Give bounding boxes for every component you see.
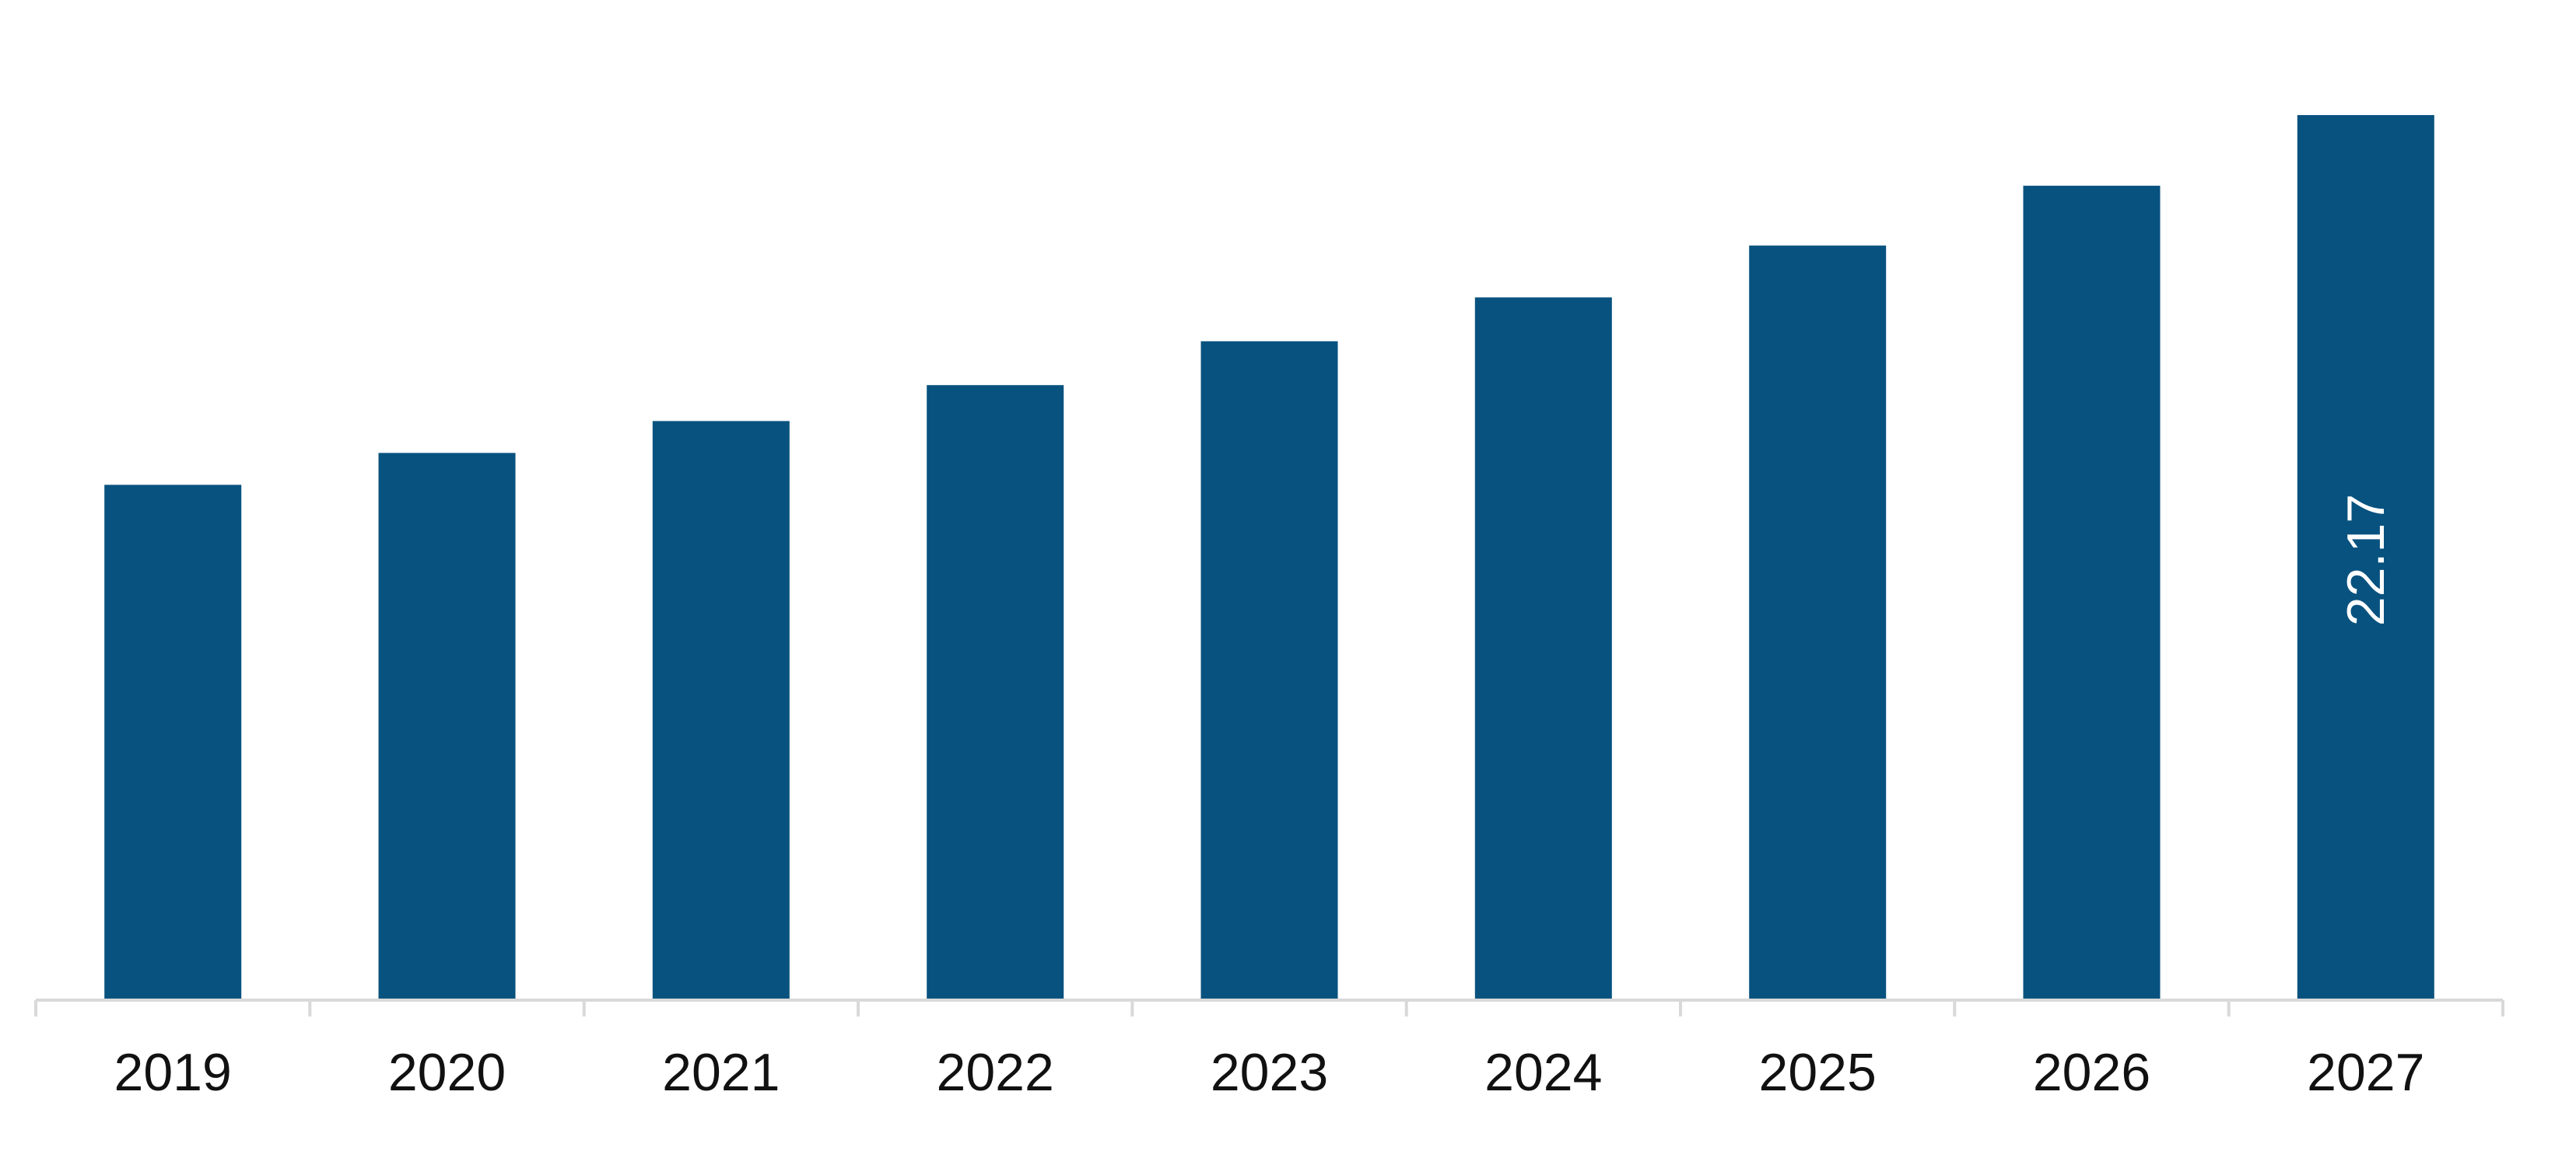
- x-tick-label-2023: 2023: [1211, 1043, 1328, 1102]
- x-tick-label-2026: 2026: [2033, 1043, 2150, 1102]
- bars-layer: [104, 115, 2434, 999]
- data-label-2027: 22.17: [2336, 494, 2396, 626]
- x-tick-label-2020: 2020: [388, 1043, 506, 1102]
- bar-2025: [1749, 245, 1887, 999]
- labels-layer: 2019 2020 2021 2022 2023 2024 2025 2026 2027 22.1…: [114, 494, 2425, 1102]
- x-tick-label-2027: 2027: [2307, 1043, 2424, 1102]
- bar-2023: [1200, 341, 1338, 999]
- x-tick-label-2022: 2022: [937, 1043, 1054, 1102]
- bar-2027: [2297, 115, 2434, 999]
- bar-2021: [652, 421, 790, 999]
- x-tick-label-2019: 2019: [114, 1043, 232, 1102]
- bar-2022: [927, 385, 1064, 999]
- bar-2024: [1474, 297, 1612, 999]
- x-tick-label-2024: 2024: [1484, 1043, 1602, 1102]
- bar-2019: [104, 485, 242, 999]
- bar-2020: [378, 453, 516, 999]
- bar-2026: [2023, 185, 2161, 999]
- x-axis: [34, 999, 2504, 1016]
- x-tick-label-2021: 2021: [662, 1043, 780, 1102]
- x-tick-label-2025: 2025: [1759, 1043, 1877, 1102]
